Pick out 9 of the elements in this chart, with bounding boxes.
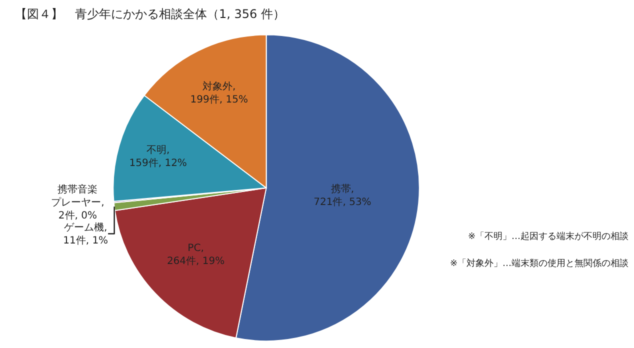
slice-label: 対象外, 199件, 15% xyxy=(190,80,248,106)
slice-label: 不明, 159件, 12% xyxy=(129,144,187,169)
slice-label: ゲーム機, 11件, 1% xyxy=(63,221,108,246)
slice-label: PC, 264件, 19% xyxy=(166,242,225,267)
slice-label: 携帯音楽プレーヤー, 2件, 0% xyxy=(51,183,104,222)
text: ※「対象外」…端末類の使用と無関係の相談 xyxy=(450,258,629,269)
chart-title: 【図４】 青少年にかかる相談全体（1, 356 件） xyxy=(15,7,285,21)
text: ※「不明」…起因する端末が不明の相談 xyxy=(468,231,629,242)
slice-label: 携帯, 721件, 53% xyxy=(314,183,372,208)
